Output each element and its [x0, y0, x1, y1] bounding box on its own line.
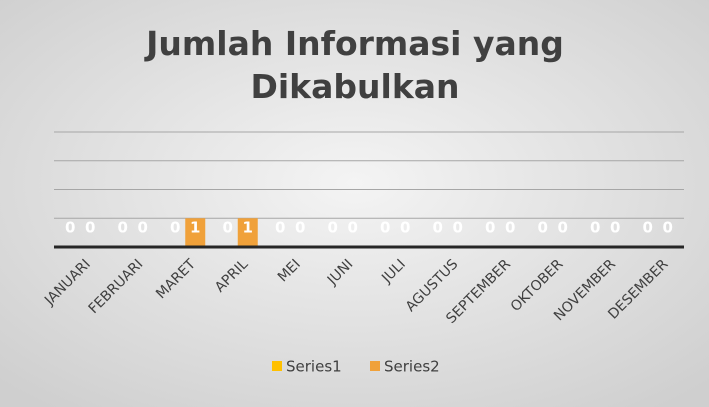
data-label: 0	[65, 219, 75, 237]
data-label: 0	[485, 219, 495, 237]
chart-title: Jumlah Informasi yang Dikabulkan	[144, 24, 564, 106]
data-label: 1	[190, 219, 200, 237]
data-label: 0	[380, 219, 390, 237]
data-label: 0	[85, 219, 95, 237]
data-label: 0	[433, 219, 443, 237]
data-label: 0	[223, 219, 233, 237]
data-label: 0	[663, 219, 673, 237]
legend-swatch	[370, 361, 380, 371]
data-label: 0	[328, 219, 338, 237]
legend-label: Series1	[286, 358, 342, 376]
data-label: 0	[643, 219, 653, 237]
data-label: 0	[558, 219, 568, 237]
data-label: 1	[243, 219, 253, 237]
data-label: 0	[538, 219, 548, 237]
data-label: 0	[400, 219, 410, 237]
bar	[185, 218, 206, 247]
data-label: 0	[138, 219, 148, 237]
legend-label: Series2	[384, 358, 440, 376]
bar	[237, 218, 258, 247]
data-label: 0	[505, 219, 515, 237]
data-label: 0	[348, 219, 358, 237]
data-label: 0	[170, 219, 180, 237]
data-label: 0	[610, 219, 620, 237]
data-label: 0	[118, 219, 128, 237]
data-label: 0	[590, 219, 600, 237]
legend-swatch	[272, 361, 282, 371]
data-label: 0	[275, 219, 285, 237]
data-label: 0	[453, 219, 463, 237]
data-label: 0	[295, 219, 305, 237]
